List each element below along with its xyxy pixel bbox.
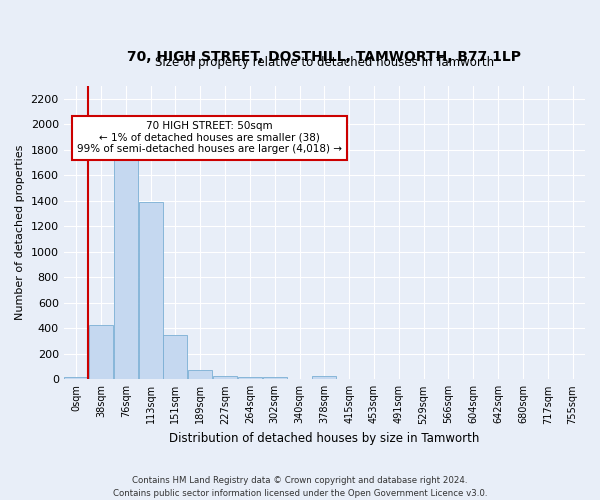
Bar [163, 334, 187, 380]
Text: Size of property relative to detached houses in Tamworth: Size of property relative to detached ho… [155, 56, 494, 68]
Bar [89, 325, 113, 380]
Bar [113, 150, 138, 380]
Bar [238, 377, 262, 380]
Bar [213, 376, 237, 380]
X-axis label: Distribution of detached houses by size in Tamworth: Distribution of detached houses by size … [169, 432, 479, 445]
Title: 70, HIGH STREET, DOSTHILL, TAMWORTH, B77 1LP: 70, HIGH STREET, DOSTHILL, TAMWORTH, B77… [127, 50, 521, 64]
Text: 70 HIGH STREET: 50sqm
← 1% of detached houses are smaller (38)
99% of semi-detac: 70 HIGH STREET: 50sqm ← 1% of detached h… [77, 122, 342, 154]
Bar [64, 378, 88, 380]
Y-axis label: Number of detached properties: Number of detached properties [15, 145, 25, 320]
Text: Contains HM Land Registry data © Crown copyright and database right 2024.
Contai: Contains HM Land Registry data © Crown c… [113, 476, 487, 498]
Bar [263, 378, 287, 380]
Bar [312, 376, 337, 380]
Bar [139, 202, 163, 380]
Bar [188, 370, 212, 380]
